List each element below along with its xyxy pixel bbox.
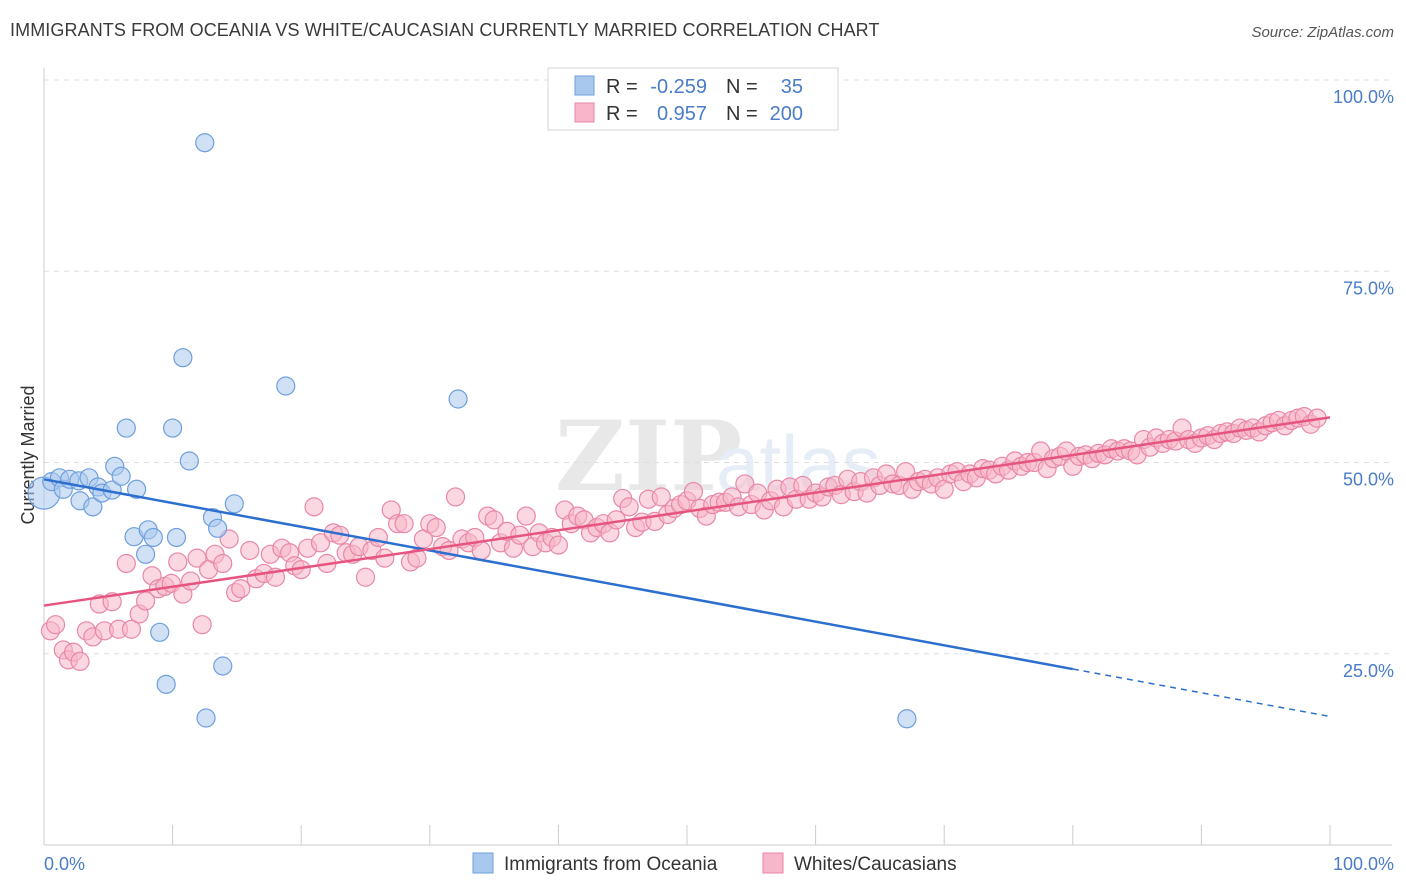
whites-point-23 <box>187 548 207 568</box>
whites-point-90 <box>619 497 639 517</box>
oceania-point-26 <box>195 133 215 153</box>
whites-point-42 <box>310 533 331 553</box>
whites-point-60 <box>426 517 446 538</box>
y-tick-label-25: 25.0% <box>1343 661 1394 681</box>
whites-point-69 <box>484 510 504 530</box>
oceania-point-24 <box>173 348 193 368</box>
stats-r-label-2: R = <box>606 103 638 125</box>
whites-point-13 <box>121 619 142 639</box>
legend: Immigrants from Oceania Whites/Caucasian… <box>472 852 957 875</box>
whites-point-79 <box>548 535 569 555</box>
stats-r-value-1: -0.259 <box>650 76 707 98</box>
axes <box>43 68 1392 846</box>
oceania-point-23 <box>166 527 187 548</box>
whites-point-12 <box>116 553 136 574</box>
whites-point-15 <box>135 591 156 611</box>
oceania-point-32 <box>276 376 296 396</box>
whites-point-31 <box>240 540 260 561</box>
oceania-point-34 <box>897 709 917 729</box>
oceania-point-30 <box>213 656 233 676</box>
y-tick-label-75: 75.0% <box>1343 278 1394 298</box>
chart-source: Source: ZipAtlas.com <box>1251 24 1394 41</box>
trendline-whites <box>43 416 1331 607</box>
oceania-point-19 <box>143 527 163 548</box>
oceania-point-17 <box>135 544 156 564</box>
legend-swatch-pink <box>762 852 784 874</box>
y-tick-labels: 25.0% 50.0% 75.0% 100.0% <box>1333 87 1394 681</box>
oceania-point-13 <box>111 466 131 486</box>
whites-point-67 <box>471 540 491 561</box>
y-tick-label-100: 100.0% <box>1333 87 1394 107</box>
series-immigrants-from-oceania <box>27 133 917 729</box>
whites-point-27 <box>213 553 233 574</box>
trendlines <box>43 416 1331 718</box>
stats-n-value-2: 200 <box>770 103 803 125</box>
y-tick-label-50: 50.0% <box>1343 470 1394 490</box>
oceania-point-15 <box>126 479 147 499</box>
oceania-point-20 <box>150 622 170 642</box>
oceania-point-31 <box>224 494 244 514</box>
oceania-point-25 <box>179 451 199 471</box>
oceania-point-8 <box>83 497 103 517</box>
whites-point-100 <box>683 481 704 502</box>
whites-point-51 <box>368 527 388 548</box>
x-tick-label-max: 100.0% <box>1333 854 1394 874</box>
whites-point-74 <box>516 506 536 526</box>
stats-swatch-blue <box>574 75 595 96</box>
oceania-point-29 <box>208 518 228 538</box>
whites-point-1 <box>45 615 66 635</box>
stats-r-value-2: 0.957 <box>657 103 707 125</box>
stats-n-value-1: 35 <box>781 76 803 98</box>
whites-point-49 <box>355 567 376 587</box>
whites-point-30 <box>231 579 251 599</box>
legend-label-oceania: Immigrants from Oceania <box>504 854 718 875</box>
whites-point-55 <box>394 514 414 534</box>
oceania-point-22 <box>163 418 183 438</box>
oceania-point-27 <box>196 708 216 728</box>
whites-point-22 <box>181 571 201 591</box>
oceania-point-14 <box>116 418 136 438</box>
oceania-point-21 <box>156 674 176 694</box>
whites-point-24 <box>192 615 212 635</box>
stats-r-label-1: R = <box>606 76 638 98</box>
oceania-point-33 <box>448 389 468 409</box>
gridlines <box>44 79 1392 655</box>
whites-point-63 <box>445 487 466 507</box>
legend-swatch-blue <box>472 852 494 874</box>
trendline-oceania <box>43 478 1074 671</box>
chart-title: IMMIGRANTS FROM OCEANIA VS WHITE/CAUCASI… <box>10 20 880 40</box>
legend-label-whites: Whites/Caucasians <box>794 854 957 875</box>
trendline-oceania-extension <box>1072 668 1331 718</box>
whites-point-5 <box>70 651 90 672</box>
whites-point-41 <box>304 497 324 517</box>
whites-point-20 <box>168 552 188 572</box>
stats-swatch-pink <box>574 102 595 123</box>
stats-n-label-2: N = <box>726 103 758 125</box>
stats-box: R = -0.259 N = 35 R = 0.957 N = 200 <box>547 67 839 131</box>
x-tick-label-min: 0.0% <box>44 854 85 874</box>
whites-point-95 <box>651 487 671 507</box>
stats-n-label-1: N = <box>726 76 758 98</box>
whites-point-52 <box>375 548 395 568</box>
